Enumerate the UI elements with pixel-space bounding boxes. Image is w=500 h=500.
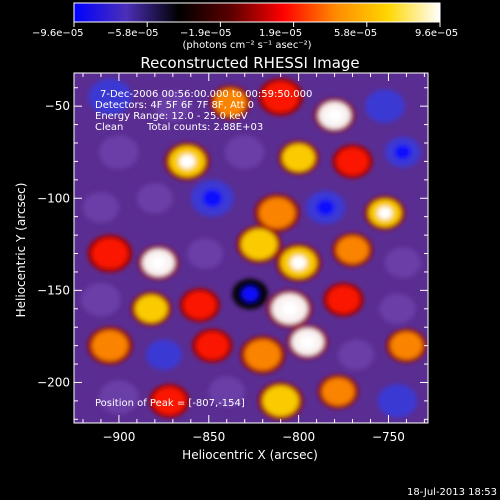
heatmap-blob: [154, 90, 191, 122]
colorbar-tick-label: 1.9e−05: [259, 28, 302, 39]
heatmap-blob-core: [281, 301, 298, 316]
heatmap-blob: [145, 339, 182, 371]
colorbar-ticks: −9.6e−05 −5.8e−05 −1.9e−05 1.9e−05 5.8e−05 9.…: [32, 22, 458, 39]
heatmap-blob: [336, 147, 369, 176]
heatmap-blob-core: [300, 335, 315, 349]
heatmap-blob: [88, 78, 132, 116]
heatmap-blob: [336, 236, 369, 264]
heatmap-blob: [82, 192, 119, 223]
heatmap-blob: [135, 295, 168, 323]
heatmap-blob: [384, 247, 421, 279]
x-tick-label: −800: [282, 430, 315, 444]
heatmap-blob: [244, 339, 281, 371]
heatmap-blob: [214, 88, 247, 117]
annotation-energy: Energy Range: 12.0 - 25.0 keV: [95, 111, 248, 122]
heatmap-blob: [327, 285, 360, 314]
heatmap-blob-core: [327, 108, 342, 122]
heatmap-blob-core: [202, 189, 223, 207]
heatmap-blob: [365, 89, 405, 123]
heatmap-plot-area: [74, 73, 428, 423]
annotation-total-counts: Total counts: 2.88E+03: [146, 122, 263, 133]
x-tick-label: −900: [102, 430, 135, 444]
heatmap-blob: [208, 376, 245, 407]
colorbar-unit-label: (photons cm⁻² s⁻¹ asec⁻²): [182, 40, 311, 51]
x-axis-label: Heliocentric X (arcsec): [182, 448, 318, 462]
annotation-time-range: 7-Dec-2006 00:56:00.000 to 00:59:50.000: [100, 89, 312, 100]
heatmap-blob: [136, 182, 173, 214]
colorbar-tick-label: 9.6e−05: [415, 28, 458, 39]
x-tick-label: −750: [372, 430, 405, 444]
heatmap-blob: [183, 291, 216, 319]
annotations: 7-Dec-2006 00:56:00.000 to 00:59:50.000 …: [95, 89, 312, 409]
annotation-peak-position: Position of Peak = [-807,-154]: [95, 398, 245, 409]
heatmap-blob-core: [179, 154, 196, 169]
heatmap-blob: [262, 81, 299, 113]
y-tick-label: −150: [37, 283, 70, 297]
heatmap-blob: [338, 339, 375, 371]
x-tick-label: −850: [192, 430, 225, 444]
heatmap-blob-core: [394, 145, 411, 160]
heatmap-blobs: [81, 78, 427, 420]
heatmap-blob: [241, 229, 278, 260]
x-axis-ticks: −900 −850 −800 −750: [82, 73, 425, 444]
colorbar-bar: [73, 2, 441, 23]
annotation-detectors: Detectors: 4F 5F 6F 7F 8F, Att 0: [95, 100, 254, 111]
chart-title: Reconstructed RHESSI Image: [140, 54, 359, 72]
heatmap-blob-core: [377, 206, 393, 220]
heatmap-blob: [99, 380, 139, 415]
heatmap-blob: [224, 135, 265, 170]
heatmap-blob: [153, 387, 186, 415]
colorbar: −9.6e−05 −5.8e−05 −1.9e−05 1.9e−05 5.8e−05 9.…: [32, 2, 458, 51]
y-axis-ticks: −50 −100 −150 −200: [37, 87, 428, 420]
heatmap-blob: [196, 331, 229, 360]
annotation-clean-label: Clean: [95, 122, 123, 133]
heatmap-blob: [91, 330, 128, 361]
colorbar-tick-label: −9.6e−05: [32, 28, 84, 39]
heatmap-blob: [377, 384, 418, 418]
heatmap-blob-core: [316, 199, 335, 216]
y-axis-label: Heliocentric Y (arcsec): [14, 183, 28, 318]
heatmap-blob: [321, 377, 355, 406]
heatmap-blob: [282, 143, 315, 172]
y-tick-label: −50: [45, 99, 70, 113]
heatmap-blob: [259, 197, 296, 229]
heatmap-blob: [91, 238, 128, 269]
footer-timestamp: 18-Jul-2013 18:53: [407, 487, 497, 498]
colorbar-tick-label: 5.8e−05: [334, 28, 377, 39]
colorbar-tick-label: −5.8e−05: [107, 28, 159, 39]
heatmap-blob-core: [290, 255, 307, 270]
y-tick-label: −200: [37, 375, 70, 389]
heatmap-blob: [390, 331, 423, 360]
colorbar-tick-label: −1.9e−05: [180, 28, 232, 39]
heatmap-blob-core: [242, 286, 259, 302]
heatmap-blob: [187, 238, 224, 269]
heatmap-blob-core: [151, 256, 166, 270]
plot-frame: [73, 72, 429, 424]
heatmap-blob: [262, 385, 299, 417]
y-tick-label: −100: [37, 191, 70, 205]
heatmap-blob: [99, 135, 139, 170]
heatmap-blob: [81, 282, 121, 317]
heatmap-blob: [379, 293, 416, 325]
